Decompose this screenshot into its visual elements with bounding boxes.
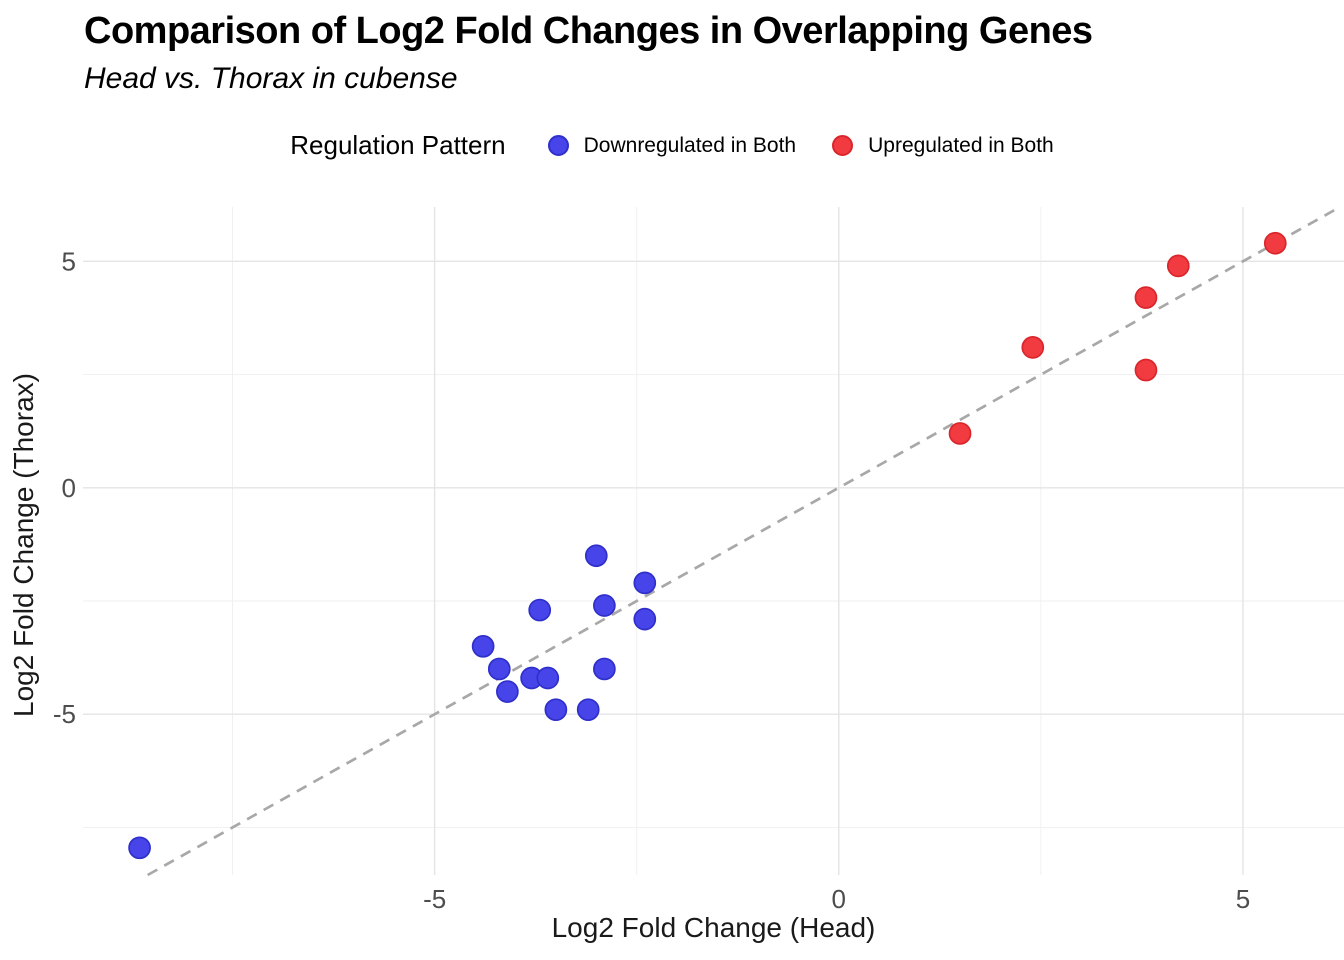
data-point [536,666,560,690]
data-point [633,607,657,631]
x-tick-label: 0 [832,884,846,914]
y-axis-title: Log2 Fold Change (Thorax) [8,373,39,717]
data-point [1134,286,1158,309]
data-point [1021,336,1045,359]
data-point [528,598,552,622]
data-point [544,698,568,722]
upregulated-dot-icon [832,135,854,156]
legend-item-upregulated: Upregulated in Both [832,134,1054,158]
data-point [471,634,495,658]
chart-title: Comparison of Log2 Fold Changes in Overl… [84,10,1093,52]
legend-item-downregulated: Downregulated in Both [547,133,797,158]
data-point [593,594,616,617]
data-point [948,422,972,445]
data-point [487,657,511,681]
x-axis-title: Log2 Fold Change (Head) [551,912,876,943]
data-point [496,680,519,703]
data-point [1166,254,1190,278]
legend-title: Regulation Pattern [290,130,506,160]
x-tick-label: 5 [1236,884,1250,914]
data-point [584,544,608,568]
identity-reference-line [147,205,1341,877]
downregulated-dot-icon [547,135,569,156]
data-point [128,836,151,860]
data-point [1263,231,1287,255]
legend-label-upregulated: Upregulated in Both [868,133,1054,157]
y-tick-label: -5 [53,699,76,729]
data-point [576,698,600,722]
chart-subtitle: Head vs. Thorax in cubense [84,62,458,95]
data-point [1134,358,1158,382]
y-tick-label: 5 [62,246,76,276]
y-tick-label: 0 [62,473,76,503]
x-tick-label: -5 [423,884,446,914]
data-point [593,657,616,681]
legend: Regulation Pattern Downregulated in Both… [0,130,1344,161]
data-point [633,571,657,595]
legend-label-downregulated: Downregulated in Both [583,133,797,157]
